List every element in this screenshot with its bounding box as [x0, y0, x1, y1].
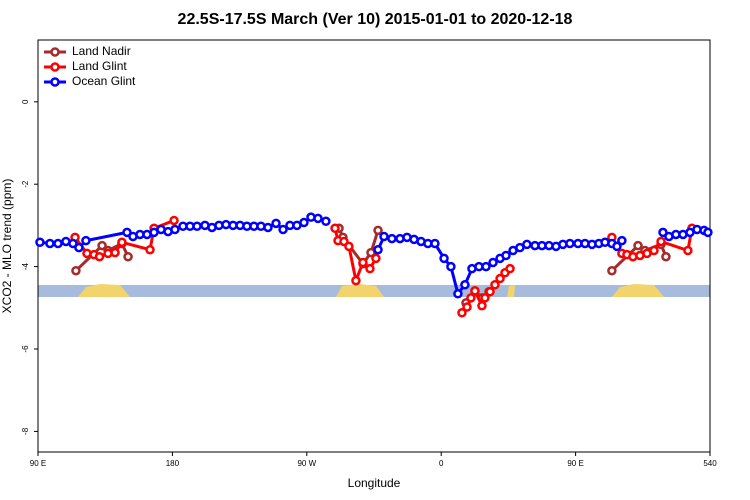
y-tick-label: -8: [21, 427, 30, 435]
point: [358, 257, 368, 268]
x-tick-label: 90 E: [30, 459, 46, 468]
point: [299, 217, 309, 228]
point: [330, 223, 340, 234]
point: [488, 257, 498, 268]
point: [81, 235, 91, 246]
land-patch: [78, 284, 130, 297]
point: [633, 240, 643, 251]
point: [490, 279, 500, 290]
legend-marker: [50, 77, 60, 87]
point: [462, 302, 472, 312]
land-patch: [336, 284, 384, 297]
y-tick-label: -4: [21, 262, 30, 270]
point: [460, 279, 470, 290]
point: [477, 300, 487, 311]
point: [470, 286, 480, 296]
x-tick-label: 90 W: [297, 459, 316, 468]
land-patch: [507, 285, 515, 297]
x-tick-label: 0: [439, 459, 444, 468]
legend-label: Land Nadir: [72, 44, 131, 58]
point: [45, 238, 55, 249]
point: [117, 237, 127, 248]
point: [344, 241, 354, 252]
point: [263, 222, 273, 233]
y-tick-label: 0: [21, 99, 30, 104]
point: [485, 286, 495, 297]
y-tick-label: -6: [21, 345, 30, 353]
point: [373, 225, 383, 236]
point: [53, 238, 63, 249]
point: [515, 242, 525, 253]
point: [145, 244, 155, 255]
point: [313, 213, 323, 224]
point: [683, 245, 693, 256]
point: [522, 239, 532, 250]
x-tick-label: 540: [703, 459, 717, 468]
point: [480, 293, 490, 303]
point: [703, 227, 713, 238]
x-tick-label: 180: [166, 459, 180, 468]
point: [617, 235, 627, 246]
point: [656, 236, 666, 247]
land-patch: [612, 284, 664, 297]
legend-label: Ocean Glint: [72, 74, 136, 88]
point: [387, 233, 397, 244]
point: [649, 245, 659, 256]
point: [607, 265, 617, 276]
point: [122, 227, 132, 238]
y-axis-label: XCO2 - MLO trend (ppm): [0, 179, 14, 314]
point: [661, 251, 671, 262]
point: [71, 265, 81, 276]
point: [430, 238, 440, 249]
point: [271, 218, 281, 229]
legend-marker: [50, 62, 60, 72]
point: [457, 307, 467, 318]
legend-marker: [50, 47, 60, 57]
point: [565, 238, 575, 249]
point: [612, 241, 622, 252]
point: [466, 293, 476, 303]
point: [379, 231, 389, 242]
point: [658, 227, 668, 238]
point: [373, 244, 383, 255]
point: [278, 224, 288, 235]
point: [123, 251, 133, 262]
legend-label: Land Glint: [72, 59, 127, 73]
point: [169, 215, 179, 226]
chart-title: 22.5S-17.5S March (Ver 10) 2015-01-01 to…: [178, 11, 573, 28]
x-tick-label: 90 E: [567, 459, 583, 468]
point: [170, 224, 180, 235]
point: [501, 250, 511, 261]
point: [94, 251, 105, 262]
point: [321, 216, 331, 227]
point: [505, 263, 515, 274]
point: [97, 240, 107, 251]
point: [68, 238, 78, 249]
point: [365, 263, 375, 274]
y-tick-label: -2: [21, 180, 30, 188]
point: [481, 261, 491, 272]
point: [192, 221, 202, 231]
point: [74, 242, 84, 253]
point: [351, 275, 361, 286]
point: [35, 237, 45, 248]
x-axis-label: Longitude: [348, 476, 401, 490]
point: [371, 253, 381, 264]
point: [439, 253, 449, 264]
land-mask: [38, 284, 710, 297]
point: [453, 289, 463, 299]
point: [495, 273, 505, 284]
point: [446, 261, 456, 272]
point: [110, 247, 120, 258]
